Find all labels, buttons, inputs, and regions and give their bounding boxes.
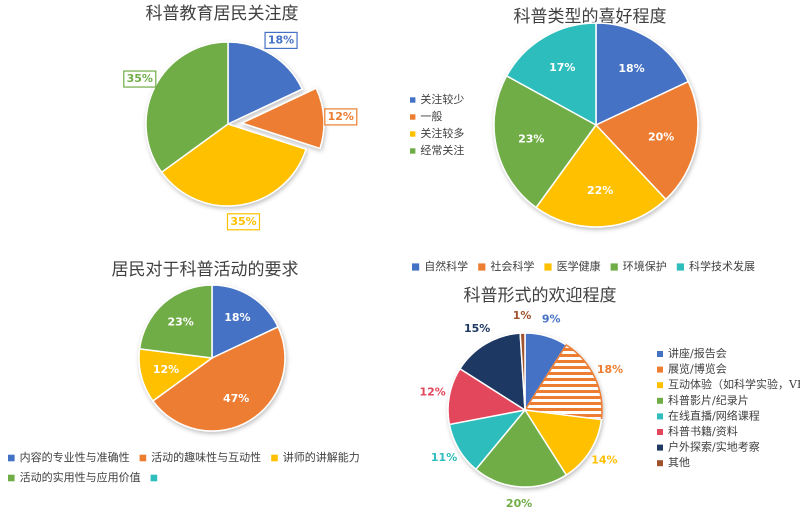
pie [493,22,699,228]
pie-slice [505,22,597,127]
legend-label: 经常关注 [420,143,464,157]
legend-swatch [139,454,147,462]
legend-swatch [657,382,663,389]
pie-slice [474,408,568,488]
data-label: 12% [153,363,179,376]
legend-swatch [150,474,158,482]
legend-label: 科普影片/纪录片 [668,393,749,407]
data-label: 20% [506,497,532,510]
data-label: 22% [587,184,613,197]
legend-label: 内容的专业性与准确性 [20,450,130,464]
pie-slice [227,41,304,126]
data-label: 18% [618,62,644,75]
data-label: 9% [542,313,561,326]
data-label: 12% [419,385,445,398]
data-label: 11% [431,451,457,464]
pie-slice [595,22,690,127]
legend-label: 医学健康 [557,259,601,273]
label-box [264,31,298,50]
pie [145,41,325,207]
data-label: 18% [268,33,294,46]
legend-swatch [657,413,663,420]
legend-swatch [271,454,278,462]
pie-slice [523,409,603,477]
data-label: 1% [513,309,532,322]
data-label: 35% [127,72,153,85]
legend-label: 活动的趣味性与互动性 [151,450,261,464]
pie-slice [151,325,286,432]
legend-swatch [657,460,663,467]
pie-slice [239,87,325,150]
legend-label: 科学技术发展 [689,259,755,273]
pie [138,284,286,432]
legend-swatch [657,351,663,357]
data-label: 12% [328,110,354,123]
data-label: 18% [224,311,250,324]
pie-slice [523,343,603,421]
legend-label: 环境保护 [623,259,667,273]
legend-swatch [8,454,15,462]
legend-label: 关注较少 [420,92,464,106]
data-label: 35% [230,215,256,228]
legend-label: 关注较多 [420,126,464,140]
pie-slice [458,332,526,412]
legend-label: 互动体验（如科学实验，VR） [668,377,800,391]
label-box [226,213,261,231]
legend-label: 在线直播/网络课程 [668,408,760,422]
legend-swatch [410,148,416,154]
legend-swatch [8,474,15,482]
legend-swatch [657,397,663,404]
legend-label: 其他 [668,456,690,469]
legend-label: 自然科学 [424,259,468,273]
pie-slice [211,284,280,360]
pie [447,332,603,488]
chart-title: 科普类型的喜好程度 [514,7,667,27]
chart-title: 科普形式的欢迎程度 [464,286,617,306]
data-label: 23% [167,315,193,328]
pie-slice [534,123,667,228]
legend-label: 讲座/报告会 [668,346,727,360]
legend-swatch [410,131,416,137]
legend-label: 一般 [420,110,442,123]
legend-label: 活动的实用性与应用价值 [20,470,141,484]
data-label: 17% [549,61,575,74]
legend-swatch [657,429,663,435]
legend-label: 社会科学 [490,259,534,273]
legend-swatch [478,263,486,271]
legend-label: 展览/博览会 [668,362,727,376]
pie-slice [160,123,307,207]
pie-slice [519,332,526,411]
legend-swatch [412,263,420,271]
pie-slice [493,74,598,209]
data-label: 23% [518,132,544,145]
data-label: 47% [223,392,249,405]
legend-swatch [410,97,416,103]
legend-label: 户外探索/实地考察 [668,440,760,454]
label-box [123,70,157,88]
legend-swatch [410,114,416,120]
legend-swatch [676,263,684,271]
legend-swatch [657,366,663,373]
chart-title: 居民对于科普活动的要求 [112,260,299,280]
data-label: 18% [597,363,623,376]
legend-label: 讲师的讲解能力 [283,450,360,464]
label-box [324,108,358,126]
pie-slice [138,284,213,359]
pie-slice [594,80,699,201]
legend-swatch [544,263,552,271]
chart-title: 科普教育居民关注度 [146,4,299,24]
legend-swatch [657,444,663,451]
data-label: 15% [464,322,490,335]
legend-swatch [610,263,618,271]
legend-label: 科普书籍/资料 [668,424,738,438]
data-label: 14% [591,453,617,466]
data-label: 20% [648,130,674,143]
